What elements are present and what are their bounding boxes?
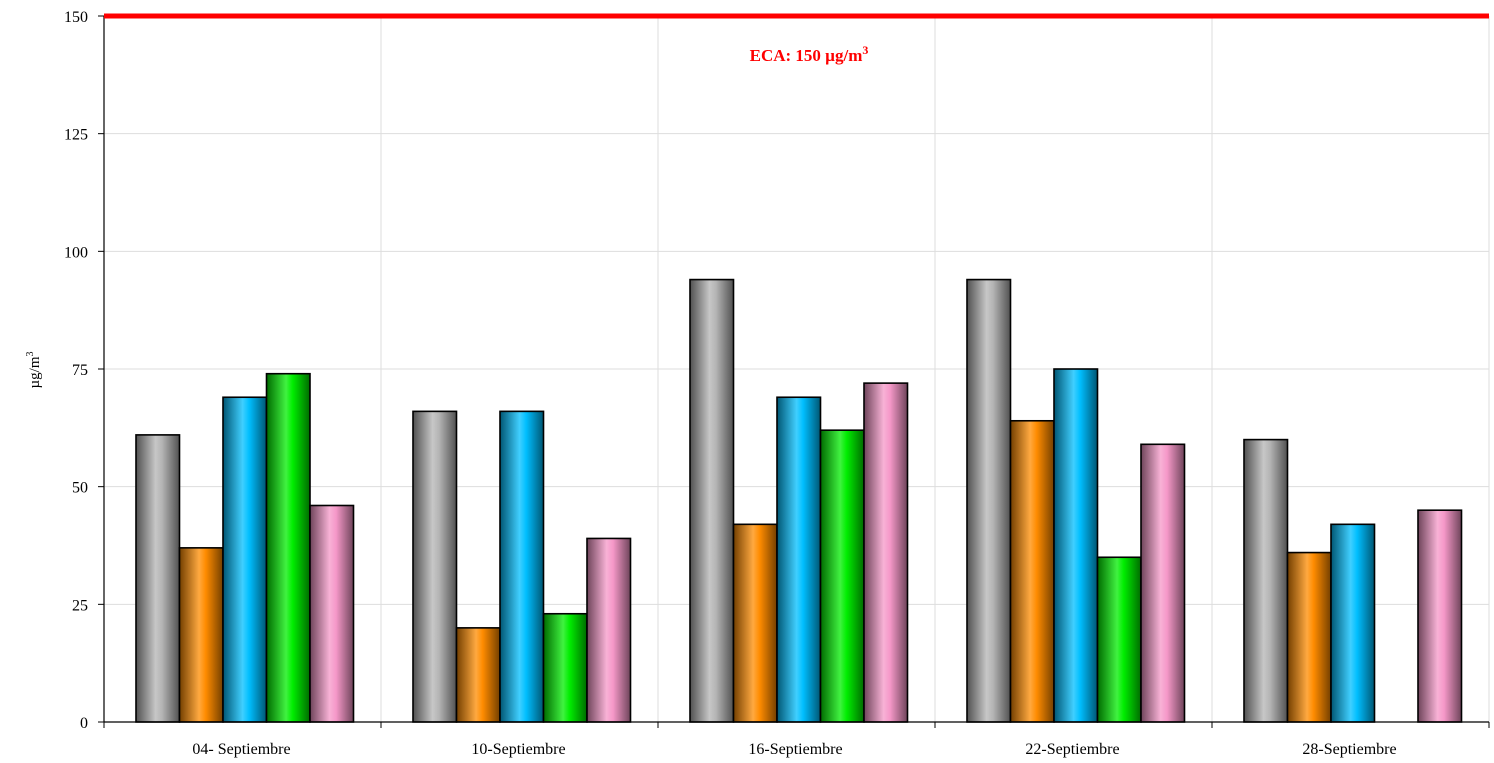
- axes: 0 25 50 75 100 125 150 04- Septiembre 10-Septiem…: [64, 9, 1490, 758]
- bar: [1009, 419, 1055, 723]
- bar: [222, 396, 268, 723]
- bar: [732, 523, 778, 723]
- bar: [1140, 443, 1186, 723]
- bar: [776, 396, 822, 723]
- y-tick-label: 50: [72, 480, 88, 497]
- bar: [412, 410, 458, 723]
- y-tick-label: 125: [64, 127, 88, 144]
- y-axis-label: µg/m3: [25, 352, 43, 389]
- bars: [135, 278, 1463, 723]
- bar: [309, 504, 355, 723]
- reference-line-label-superscript: 3: [862, 43, 868, 57]
- reference-line-label: ECA: 150 µg/m3: [750, 43, 869, 65]
- bar: [178, 547, 224, 723]
- bar: [1417, 509, 1463, 723]
- bar: [135, 434, 181, 723]
- y-axis-label-superscript: 3: [25, 352, 36, 357]
- bar: [689, 278, 735, 723]
- x-tick-label: 28-Septiembre: [1302, 741, 1396, 758]
- bar: [542, 612, 588, 723]
- x-tick-label: 10-Septiembre: [471, 741, 565, 758]
- bar: [265, 372, 311, 723]
- bar: [586, 537, 632, 723]
- x-tick-label: 16-Septiembre: [748, 741, 842, 758]
- bar: [1053, 368, 1099, 723]
- y-tick-label: 0: [80, 715, 88, 732]
- bar: [455, 627, 501, 723]
- bar: [1330, 523, 1376, 723]
- y-tick-label: 25: [72, 597, 88, 614]
- x-tick-label: 22-Septiembre: [1025, 741, 1119, 758]
- y-tick-label: 75: [72, 362, 88, 379]
- bar: [863, 382, 909, 723]
- y-tick-label: 100: [64, 244, 88, 261]
- bar: [1096, 556, 1142, 723]
- bar: [499, 410, 545, 723]
- bar: [1243, 438, 1289, 723]
- bar: [819, 429, 865, 723]
- x-tick-label: 04- Septiembre: [192, 741, 290, 758]
- y-tick-label: 150: [64, 9, 88, 26]
- bar: [966, 278, 1012, 723]
- bar: [1286, 551, 1332, 723]
